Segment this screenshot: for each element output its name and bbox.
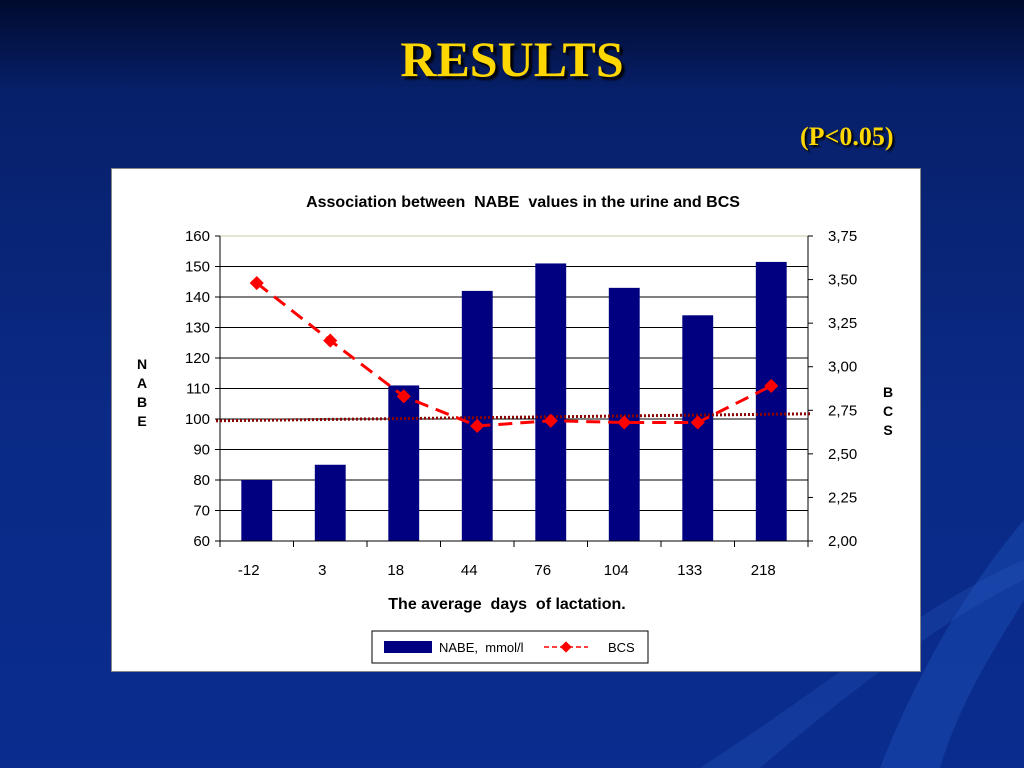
bcs-point: [543, 413, 558, 428]
y2-axis-label-letter: S: [883, 422, 892, 438]
legend-swatch-marker: [560, 641, 572, 653]
x-tick-label: 44: [461, 562, 478, 579]
y-tick-label: 80: [193, 472, 210, 489]
y2-tick-label: 2,75: [828, 402, 857, 419]
bar: [535, 263, 567, 541]
trendline: [215, 412, 813, 423]
y-tick-label: 150: [185, 259, 210, 276]
y2-axis-label-letter: B: [883, 384, 893, 400]
bar: [388, 385, 420, 541]
y-axis-label-letter: B: [137, 394, 147, 410]
y2-tick-label: 3,25: [828, 315, 857, 332]
y-tick-label: 70: [193, 503, 210, 520]
trendline-line: [215, 412, 813, 423]
slide-title: RESULTS: [400, 31, 624, 87]
x-tick-label: -12: [238, 562, 260, 579]
y2-tick-label: 3,00: [828, 359, 857, 376]
y-tick-label: 60: [193, 533, 210, 550]
y-axis-label-letter: E: [137, 413, 146, 429]
y-tick-label: 110: [186, 381, 210, 398]
x-tick-label: 104: [604, 562, 629, 579]
line-series: [249, 275, 779, 434]
y2-tick-label: 2,25: [828, 489, 857, 506]
x-tick-label: 218: [751, 562, 776, 579]
legend-label-line: BCS: [608, 640, 635, 655]
bar: [608, 287, 640, 541]
chart: Association between NABE values in the u…: [137, 194, 893, 664]
y-tick-label: 130: [185, 320, 210, 337]
x-tick-label: 18: [387, 562, 404, 579]
bcs-point: [323, 333, 338, 348]
bcs-point: [617, 415, 632, 430]
chart-panel: Association between NABE values in the u…: [111, 168, 921, 672]
y2-tick-label: 2,00: [828, 533, 857, 550]
bcs-point: [396, 389, 411, 404]
y2-tick-label: 3,50: [828, 272, 857, 289]
y-tick-labels: 60 70 80 90 100 110 120 130 140 150 160: [185, 228, 210, 550]
y2-tick-labels: 2,00 2,25 2,50 2,75 3,00 3,25 3,50 3,75: [828, 228, 857, 550]
x-tick-label: 76: [534, 562, 551, 579]
bar: [241, 480, 273, 541]
bcs-point: [690, 415, 705, 430]
legend-label-bar: NABE, mmol/l: [439, 640, 524, 655]
legend-swatch-bar: [384, 641, 432, 653]
y2-axis-label: BCS: [883, 384, 893, 438]
bcs-point: [470, 418, 485, 434]
x-tick-label: 133: [677, 562, 702, 579]
bcs-line: [255, 281, 772, 428]
bcs-point: [764, 378, 779, 393]
x-axis-label: The average days of lactation.: [388, 596, 625, 613]
y2-tick-label: 3,75: [828, 228, 857, 245]
y-axis-label-letter: N: [137, 356, 147, 372]
bar-series: [241, 261, 787, 541]
legend: NABE, mmol/l BCS: [371, 630, 649, 664]
x-tick-label: 3: [318, 562, 326, 579]
chart-title: Association between NABE values in the u…: [306, 194, 740, 211]
y2-axis-label-letter: C: [883, 403, 893, 419]
significance-label: (P<0.05): [800, 122, 894, 151]
axes: [215, 235, 813, 547]
x-tick-labels: -12 3 18 44 76 104 133 218: [238, 562, 776, 579]
bar: [314, 464, 346, 541]
y-axis-label: NABE: [137, 356, 147, 429]
y-tick-label: 140: [185, 289, 210, 306]
y-axis-label-letter: A: [137, 375, 147, 391]
y-tick-label: 120: [185, 350, 210, 367]
y-tick-label: 90: [193, 442, 210, 459]
gridlines: [220, 235, 808, 542]
y2-tick-label: 2,50: [828, 446, 857, 463]
y-tick-label: 160: [185, 228, 210, 245]
bar: [461, 290, 493, 541]
y-tick-label: 100: [185, 411, 210, 428]
bar: [755, 261, 787, 541]
